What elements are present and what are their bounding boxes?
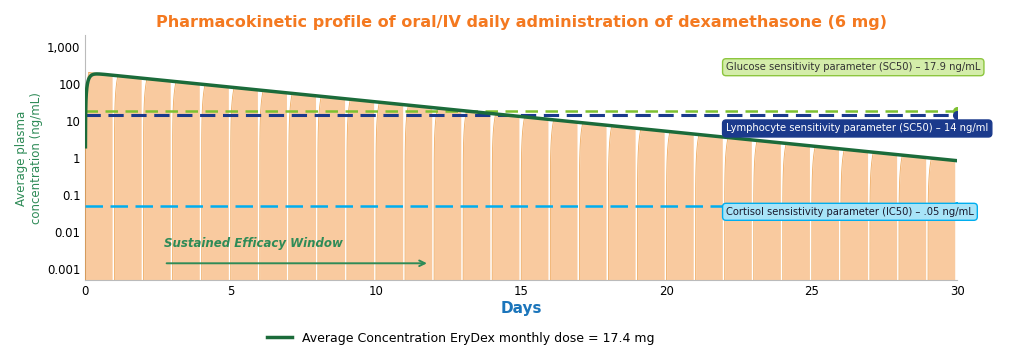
X-axis label: Days: Days xyxy=(501,301,542,316)
Text: Glucose sensitivity parameter (SC50) – 17.9 ng/mL: Glucose sensitivity parameter (SC50) – 1… xyxy=(726,62,980,72)
Title: Pharmacokinetic profile of oral/IV daily administration of dexamethasone (6 mg): Pharmacokinetic profile of oral/IV daily… xyxy=(156,15,887,30)
Legend: Average Concentration EryDex monthly dose = 17.4 mg: Average Concentration EryDex monthly dos… xyxy=(262,327,659,350)
Y-axis label: Average plasma
concentration (ng/mL): Average plasma concentration (ng/mL) xyxy=(15,92,43,224)
Text: Lymphocyte sensitivity parameter (SC50) – 14 ng/ml: Lymphocyte sensitivity parameter (SC50) … xyxy=(726,124,988,134)
Text: Cortisol sensistivity parameter (IC50) – .05 ng/mL: Cortisol sensistivity parameter (IC50) –… xyxy=(726,207,974,217)
Text: Sustained Efficacy Window: Sustained Efficacy Window xyxy=(164,237,343,250)
